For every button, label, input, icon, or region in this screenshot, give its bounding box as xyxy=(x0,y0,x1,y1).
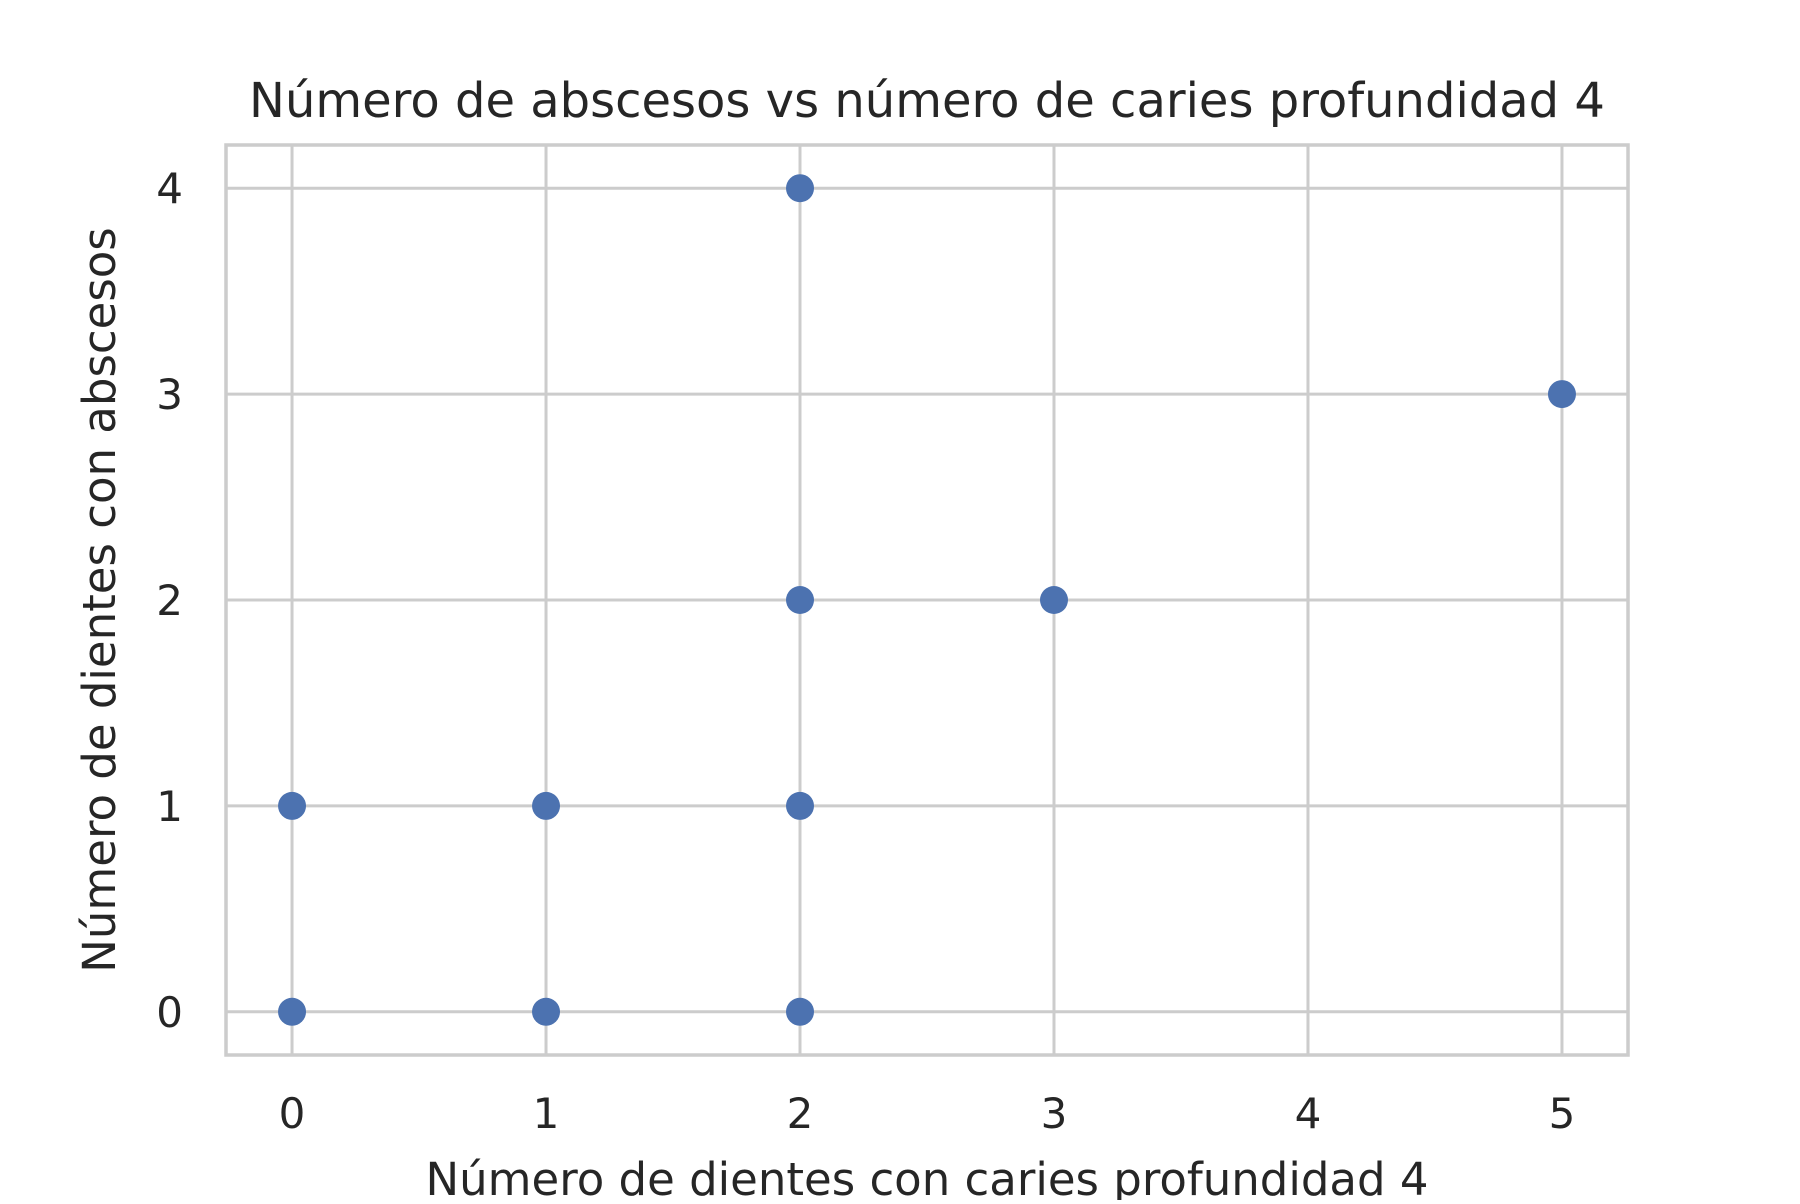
grid xyxy=(226,145,1628,1055)
data-point xyxy=(1547,380,1576,409)
y-axis-label: Número de dientes con abscesos xyxy=(73,227,126,973)
x-tick-label: 5 xyxy=(1549,1089,1576,1138)
y-tick-label: 4 xyxy=(156,164,183,213)
x-axis-label: Número de dientes con caries profundidad… xyxy=(425,1153,1428,1200)
y-tick-label: 1 xyxy=(156,782,183,831)
x-tick-label: 0 xyxy=(279,1089,306,1138)
data-point xyxy=(278,791,307,820)
data-point xyxy=(786,791,815,820)
x-tick-label: 3 xyxy=(1041,1089,1068,1138)
data-point xyxy=(532,791,561,820)
data-point xyxy=(786,997,815,1026)
y-tick-label: 2 xyxy=(156,576,183,625)
plot-frame xyxy=(224,143,1630,1057)
data-point xyxy=(786,174,815,203)
data-points xyxy=(278,174,1576,1026)
data-point xyxy=(1039,586,1068,614)
x-tick-labels: 0 1 2 3 4 5 xyxy=(279,1089,1576,1138)
data-point xyxy=(532,997,561,1026)
y-tick-labels: 0 1 2 3 4 xyxy=(156,164,183,1037)
y-tick-label: 3 xyxy=(156,370,183,419)
data-point xyxy=(278,997,307,1026)
data-point xyxy=(786,586,815,614)
chart-title: Número de abscesos vs número de caries p… xyxy=(249,73,1605,129)
x-tick-label: 4 xyxy=(1295,1089,1322,1138)
x-tick-label: 2 xyxy=(787,1089,814,1138)
x-tick-label: 1 xyxy=(533,1089,560,1138)
y-tick-label: 0 xyxy=(156,988,183,1037)
